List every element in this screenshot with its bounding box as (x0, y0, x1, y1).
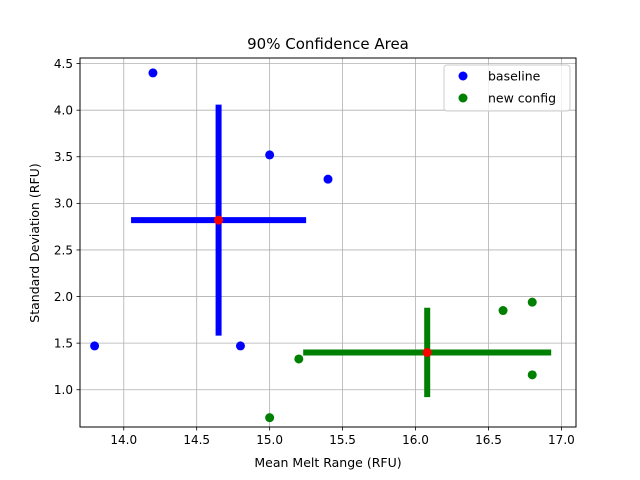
baseline-point (148, 68, 158, 78)
legend-marker-baseline (458, 71, 468, 81)
x-tick-label: 15.5 (329, 433, 356, 447)
y-tick-label: 4.0 (54, 103, 73, 117)
plot-area-frame (79, 57, 577, 428)
y-tick-label: 1.0 (54, 383, 73, 397)
new-config-center-point (422, 347, 432, 357)
y-tick-label: 3.5 (54, 150, 73, 164)
y-tick-label: 3.0 (54, 197, 73, 211)
x-tick-label: 16.0 (402, 433, 429, 447)
chart-title: 90% Confidence Area (247, 35, 409, 53)
baseline-center-point (214, 215, 224, 225)
y-axis-label: Standard Deviation (RFU) (27, 163, 42, 322)
baseline-point (90, 341, 100, 351)
new-config-point (527, 370, 537, 380)
x-tick-label: 17.0 (548, 433, 575, 447)
y-tick-label: 2.5 (54, 243, 73, 257)
new-config-point (265, 413, 275, 423)
legend-label-baseline: baseline (488, 69, 541, 84)
legend-label-new-config: new config (488, 91, 556, 106)
baseline-point (265, 150, 275, 160)
x-tick-label: 14.0 (110, 433, 137, 447)
baseline-point (235, 341, 245, 351)
x-tick-label: 14.5 (183, 433, 210, 447)
baseline-point (323, 174, 333, 184)
data-points (90, 68, 537, 423)
x-axis-ticks: 14.0 14.5 15.0 15.5 16.0 16.5 17.0 (110, 427, 575, 447)
y-tick-label: 1.5 (54, 336, 73, 350)
x-axis-label: Mean Melt Range (RFU) (254, 455, 401, 470)
center-points (214, 215, 432, 357)
y-axis-ticks: 1.0 1.5 2.0 2.5 3.0 3.5 4.0 4.5 (54, 57, 80, 397)
legend-marker-new-config (458, 93, 468, 103)
x-tick-label: 15.0 (256, 433, 283, 447)
legend-box (443, 64, 571, 112)
y-tick-label: 4.5 (54, 57, 73, 71)
grid (80, 58, 576, 427)
new-config-point (498, 306, 508, 316)
new-config-point (527, 297, 537, 307)
y-tick-label: 2.0 (54, 290, 73, 304)
legend: baseline new config (443, 64, 571, 112)
new-config-point (294, 354, 304, 364)
x-tick-label: 16.5 (475, 433, 502, 447)
